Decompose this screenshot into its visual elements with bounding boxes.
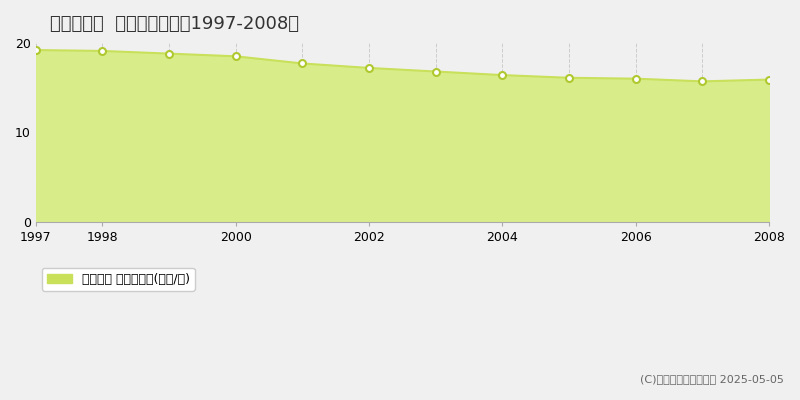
Text: 新見市新見  基準地価推移［1997-2008］: 新見市新見 基準地価推移［1997-2008］ (50, 15, 299, 33)
Legend: 基準地価 平均坪単価(万円/坪): 基準地価 平均坪単価(万円/坪) (42, 268, 195, 291)
Text: (C)土地価格ドットコム 2025-05-05: (C)土地価格ドットコム 2025-05-05 (640, 374, 784, 384)
